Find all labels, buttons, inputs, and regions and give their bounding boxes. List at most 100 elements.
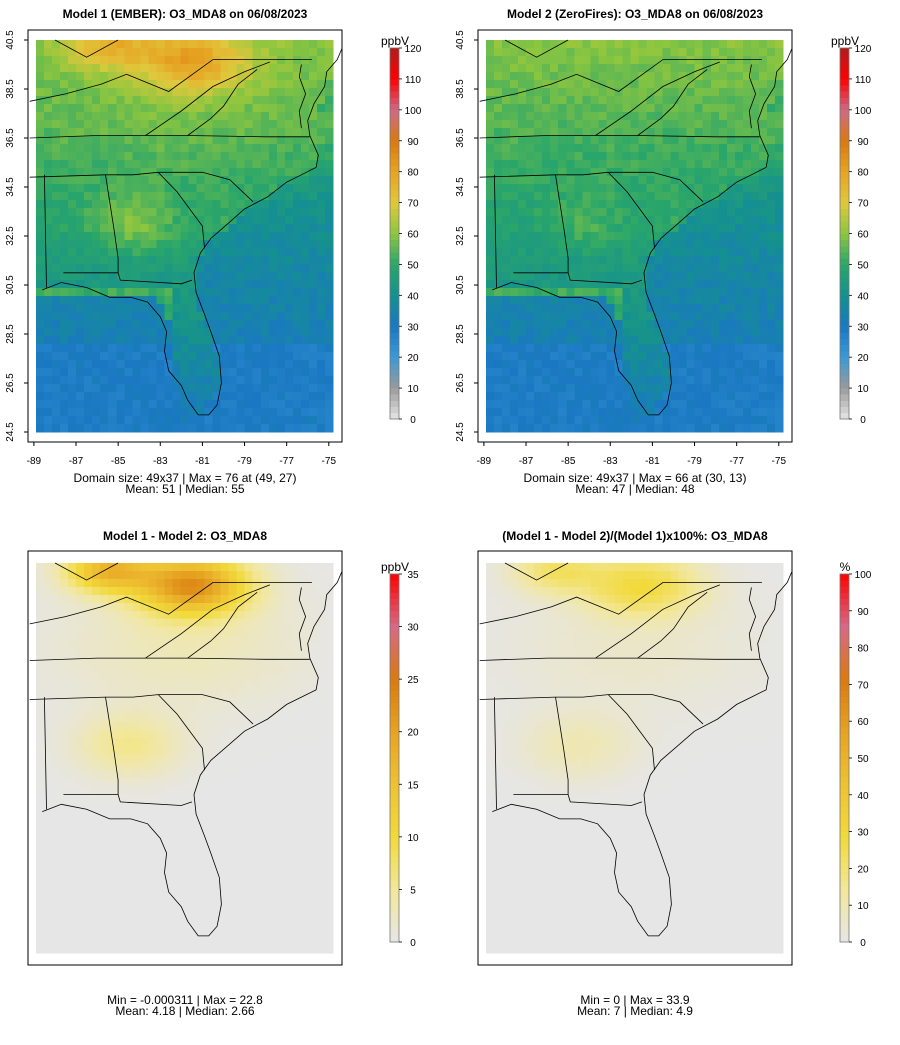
- grid-cell: [324, 136, 334, 145]
- grid-cell: [662, 176, 672, 185]
- grid-cell: [292, 256, 302, 265]
- grid-cell: [148, 232, 157, 241]
- grid-cell: [510, 64, 519, 73]
- grid-cell: [36, 176, 45, 185]
- grid-cell: [630, 392, 640, 401]
- grid-cell: [244, 722, 254, 731]
- grid-cell: [244, 626, 254, 636]
- grid-cell: [662, 144, 672, 153]
- grid-cell: [518, 400, 527, 409]
- grid-cell: [654, 104, 664, 113]
- grid-cell: [244, 80, 254, 89]
- grid-cell: [718, 256, 728, 265]
- grid-cell: [60, 264, 69, 273]
- grid-cell: [180, 48, 190, 57]
- grid-cell: [518, 368, 527, 377]
- grid-cell: [252, 769, 262, 779]
- grid-cell: [228, 144, 238, 153]
- grid-cell: [196, 288, 206, 297]
- grid-cell: [220, 650, 230, 660]
- colorbar-segment: [390, 326, 399, 333]
- grid-cell: [316, 650, 326, 660]
- grid-cell: [574, 392, 583, 401]
- grid-cell: [100, 80, 109, 89]
- grid-cell: [76, 104, 85, 113]
- grid-cell: [574, 416, 583, 425]
- grid-cell: [124, 722, 133, 731]
- grid-cell: [502, 336, 511, 345]
- grid-cell: [630, 184, 640, 193]
- grid-cell: [36, 674, 45, 683]
- grid-cell: [124, 232, 133, 241]
- grid-cell: [534, 96, 543, 105]
- grid-cell: [308, 176, 318, 185]
- grid-cell: [558, 296, 567, 305]
- grid-cell: [212, 168, 222, 177]
- grid-cell: [686, 280, 696, 289]
- grid-cell: [590, 120, 599, 129]
- grid-cell: [630, 368, 640, 377]
- grid-cell: [212, 48, 222, 57]
- grid-cell: [212, 408, 222, 417]
- grid-cell: [260, 360, 270, 369]
- grid-cell: [108, 368, 117, 377]
- grid-cell: [284, 328, 294, 337]
- grid-cell: [686, 304, 696, 313]
- grid-cell: [204, 144, 214, 153]
- colorbar-segment: [840, 202, 849, 210]
- heatmap-grid: [36, 563, 334, 954]
- grid-cell: [236, 232, 246, 241]
- colorbar-segment: [840, 375, 849, 383]
- grid-cell: [204, 642, 214, 652]
- grid-cell: [92, 754, 101, 763]
- grid-cell: [140, 368, 149, 377]
- grid-cell: [518, 288, 527, 297]
- grid-cell: [574, 232, 583, 241]
- grid-cell: [300, 208, 310, 217]
- grid-cell: [84, 658, 93, 667]
- grid-cell: [76, 777, 85, 787]
- grid-cell: [718, 104, 728, 113]
- grid-cell: [204, 128, 214, 137]
- grid-cell: [502, 224, 511, 233]
- grid-cell: [132, 176, 141, 185]
- grid-cell: [60, 730, 69, 739]
- grid-cell: [244, 610, 254, 620]
- colorbar-segment: [840, 289, 849, 296]
- grid-cell: [124, 658, 133, 667]
- grid-cell: [148, 360, 157, 369]
- grid-cell: [124, 594, 133, 604]
- grid-cell: [292, 320, 302, 329]
- grid-cell: [686, 392, 696, 401]
- grid-cell: [284, 738, 294, 747]
- grid-cell: [212, 746, 222, 755]
- grid-cell: [252, 328, 262, 337]
- grid-cell: [606, 376, 615, 385]
- grid-cell: [228, 563, 238, 572]
- grid-cell: [148, 690, 157, 699]
- grid-cell: [614, 312, 623, 321]
- grid-cell: [638, 176, 648, 185]
- grid-cell: [260, 56, 270, 65]
- grid-cell: [276, 272, 286, 281]
- grid-cell: [630, 200, 640, 209]
- grid-cell: [526, 288, 535, 297]
- grid-cell: [116, 104, 125, 113]
- grid-cell: [324, 785, 334, 795]
- grid-cell: [494, 240, 503, 249]
- grid-cell: [670, 160, 680, 169]
- grid-cell: [292, 168, 302, 177]
- grid-cell: [486, 48, 495, 57]
- grid-cell: [172, 400, 181, 409]
- grid-cell: [742, 104, 752, 113]
- grid-cell: [108, 626, 117, 636]
- grid-cell: [268, 184, 278, 193]
- grid-cell: [678, 304, 688, 313]
- grid-cell: [558, 368, 567, 377]
- grid-cell: [132, 754, 141, 763]
- grid-cell: [84, 785, 93, 795]
- grid-cell: [534, 136, 543, 145]
- grid-cell: [324, 610, 334, 620]
- grid-cell: [742, 384, 752, 393]
- y-tick-label: 32.5: [5, 226, 16, 246]
